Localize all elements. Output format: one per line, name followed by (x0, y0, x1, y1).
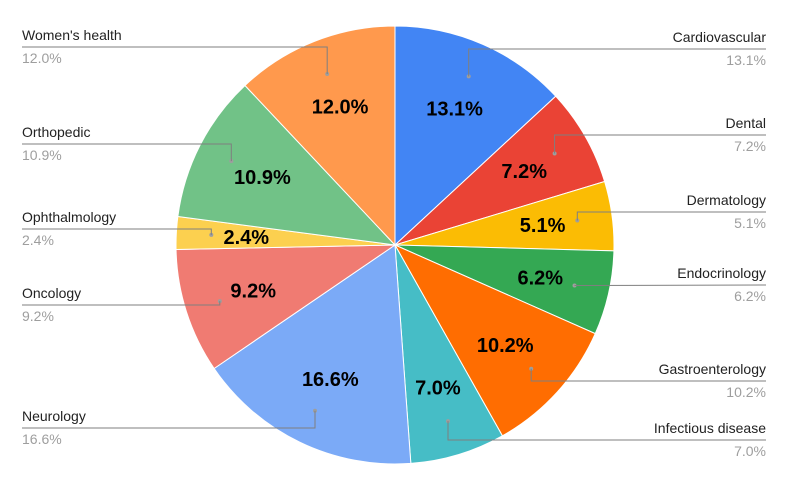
category-percent-cardiovascular: 13.1% (726, 52, 766, 68)
leader-line-orthopedic (22, 143, 232, 162)
category-labels-layer: Cardiovascular 13.1% Dental 7.2% Dermatology… (22, 27, 766, 459)
leader-line-ophthalmology (22, 228, 212, 235)
pie-slice-orthopedic[interactable] (177, 84, 397, 246)
slice-percent-label-cardiovascular: 13.1% (426, 99, 483, 121)
category-percent-neurology: 16.6% (22, 431, 62, 447)
category-label-women-s-health: Women's health (22, 27, 122, 43)
category-label-orthopedic: Orthopedic (22, 124, 90, 140)
slice-percent-label-endocrinology: 6.2% (518, 268, 564, 290)
pie-slice-dental[interactable] (394, 95, 606, 246)
category-label-neurology: Neurology (22, 408, 86, 424)
leader-line-infectious-disease (447, 421, 766, 441)
pie-slice-oncology[interactable] (175, 244, 397, 370)
slice-percent-label-women-s-health: 12.0% (312, 97, 369, 119)
leader-line-gastroenterology (530, 368, 766, 382)
category-percent-infectious-disease: 7.0% (734, 443, 766, 459)
leader-line-neurology (22, 410, 316, 429)
slice-percent-label-infectious-disease: 7.0% (415, 378, 461, 400)
slice-percent-label-ophthalmology: 2.4% (224, 227, 270, 249)
slice-percent-label-dental: 7.2% (501, 161, 547, 183)
leader-line-dental (554, 134, 766, 154)
category-percent-oncology: 9.2% (22, 308, 54, 324)
category-percent-dental: 7.2% (734, 138, 766, 154)
category-percent-women-s-health: 12.0% (22, 50, 62, 66)
category-label-dermatology: Dermatology (687, 192, 766, 208)
category-percent-gastroenterology: 10.2% (726, 384, 766, 400)
slice-percent-label-neurology: 16.6% (302, 369, 359, 391)
leader-line-oncology (22, 301, 221, 306)
pie-slice-gastroenterology[interactable] (393, 243, 596, 437)
slice-percent-label-orthopedic: 10.9% (234, 167, 291, 189)
category-percent-ophthalmology: 2.4% (22, 232, 54, 248)
leader-lines-layer (22, 46, 767, 441)
category-percent-dermatology: 5.1% (734, 215, 766, 231)
category-label-gastroenterology: Gastroenterology (659, 361, 766, 377)
category-label-dental: Dental (726, 115, 766, 131)
pie-slice-cardiovascular[interactable] (394, 25, 557, 247)
slice-percent-labels-layer: 13.1% 7.2% 5.1% 6.2% 10.2% 7.0% 16.6% 9.2% 2.4% 1… (224, 97, 566, 400)
category-label-oncology: Oncology (22, 285, 81, 301)
category-percent-orthopedic: 10.9% (22, 147, 62, 163)
slices-layer (175, 25, 615, 465)
category-label-endocrinology: Endocrinology (677, 265, 766, 281)
slice-percent-label-dermatology: 5.1% (520, 215, 566, 237)
category-label-cardiovascular: Cardiovascular (673, 29, 767, 45)
category-label-ophthalmology: Ophthalmology (22, 209, 116, 225)
leader-line-endocrinology (574, 284, 767, 286)
leader-line-women-s-health (22, 46, 328, 74)
category-label-infectious-disease: Infectious disease (654, 420, 766, 436)
leader-line-dermatology (576, 211, 766, 221)
category-percent-endocrinology: 6.2% (734, 288, 766, 304)
slice-percent-label-oncology: 9.2% (230, 280, 276, 302)
pie-slice-women-s-health[interactable] (244, 25, 396, 247)
slice-percent-label-gastroenterology: 10.2% (477, 335, 534, 357)
pie-slice-neurology[interactable] (213, 244, 412, 465)
leader-line-cardiovascular (468, 48, 766, 77)
